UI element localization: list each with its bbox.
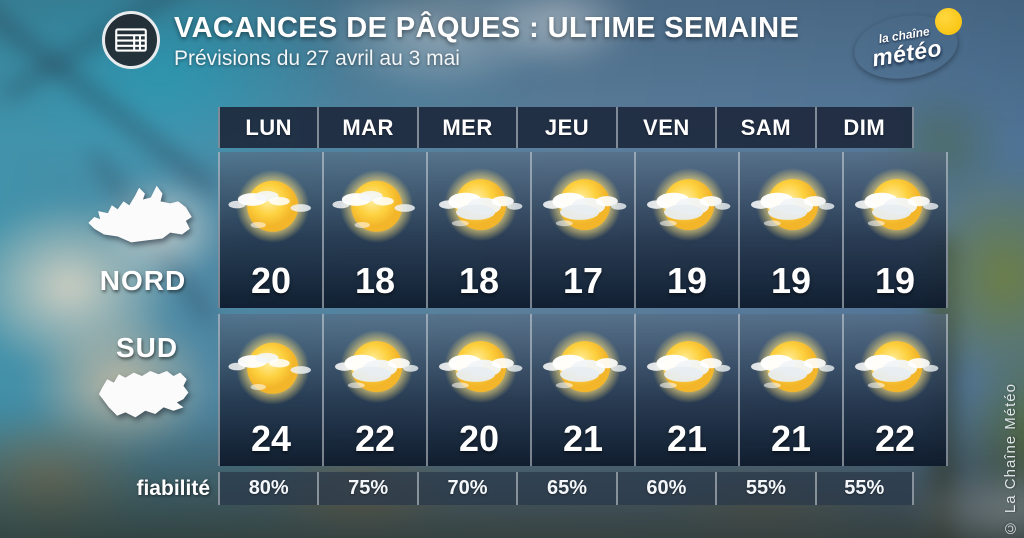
reliability-value: 60% [615,472,716,505]
day-header: VEN [615,107,716,148]
la-chaine-meteo-logo: la chaîne météo [850,6,970,88]
day-header: MER [416,107,517,148]
sun-clouds-icon [428,160,530,256]
forecast-cell: 17 [530,152,634,308]
france-north-map-icon [88,185,192,243]
temperature-value: 19 [770,260,812,301]
region-nord: NORD [78,178,208,297]
day-header: JEU [516,107,616,148]
page-subtitle: Prévisions du 27 avril au 3 mai [174,47,460,70]
sun-clouds-icon [324,160,426,256]
forecast-cell: 18 [322,152,426,308]
forecast-table-icon [102,11,160,69]
nord-forecast-row: 20 18 18 17 19 19 [218,152,948,308]
sun-clouds-icon [740,160,842,256]
day-header: LUN [218,107,318,148]
day-header: MAR [317,107,417,148]
reliability-value: 55% [715,472,815,505]
day-header: DIM [814,107,914,148]
sun-clouds-icon [636,322,738,418]
sun-clouds-icon [532,160,634,256]
sun-clouds-icon [844,322,946,418]
forecast-cell: 24 [218,314,322,466]
temperature-value: 20 [458,418,500,459]
forecast-cell: 20 [426,314,530,466]
forecast-cell: 20 [218,152,322,308]
forecast-cell: 22 [322,314,426,466]
sun-clouds-icon [740,322,842,418]
region-name-sud: SUD [115,332,179,363]
forecast-cell: 19 [738,152,842,308]
temperature-value: 17 [562,260,604,301]
forecast-cell: 21 [738,314,842,466]
forecast-cell: 18 [426,152,530,308]
reliability-value: 65% [516,472,616,505]
forecast-cell: 21 [530,314,634,466]
day-header-row: LUN MAR MER JEU VEN SAM DIM [218,107,914,148]
temperature-value: 19 [666,260,708,301]
temperature-value: 21 [666,418,708,459]
france-south-map-icon [98,370,189,418]
sun-clouds-icon [636,160,738,256]
forecast-cell: 19 [842,152,948,308]
sun-clouds-icon [324,322,426,418]
forecast-cell: 22 [842,314,948,466]
forecast-table: LUN MAR MER JEU VEN SAM DIM 20 18 18 [218,107,948,505]
temperature-value: 22 [354,418,396,459]
reliability-label: fiabilité [136,477,210,500]
reliability-value: 80% [218,472,318,505]
logo-sun-icon [935,8,962,35]
temperature-value: 18 [458,260,500,301]
temperature-value: 20 [250,260,292,301]
temperature-value: 22 [874,418,916,459]
sud-forecast-row: 24 22 20 21 21 21 [218,314,948,466]
region-sud: SUD [92,332,202,429]
page-title: VACANCES DE PÂQUES : ULTIME SEMAINE [174,12,800,44]
reliability-value: 75% [317,472,417,505]
sun-clouds-icon [428,322,530,418]
copyright-text: © La Chaîne Météo [1002,382,1019,536]
reliability-value: 70% [416,472,517,505]
forecast-cell: 19 [634,152,738,308]
day-header: SAM [715,107,815,148]
forecast-cell: 21 [634,314,738,466]
temperature-value: 18 [354,260,396,301]
reliability-row: 80% 75% 70% 65% 60% 55% 55% [218,472,914,505]
temperature-value: 19 [874,260,916,301]
sun-clouds-icon [532,322,634,418]
region-name-nord: NORD [99,265,187,296]
temperature-value: 21 [562,418,604,459]
sun-clouds-icon [220,160,322,256]
sun-clouds-icon [844,160,946,256]
header: VACANCES DE PÂQUES : ULTIME SEMAINE Prév… [102,11,799,71]
sun-clouds-icon [220,322,322,418]
temperature-value: 24 [250,418,292,459]
temperature-value: 21 [770,418,812,459]
reliability-value: 55% [814,472,914,505]
